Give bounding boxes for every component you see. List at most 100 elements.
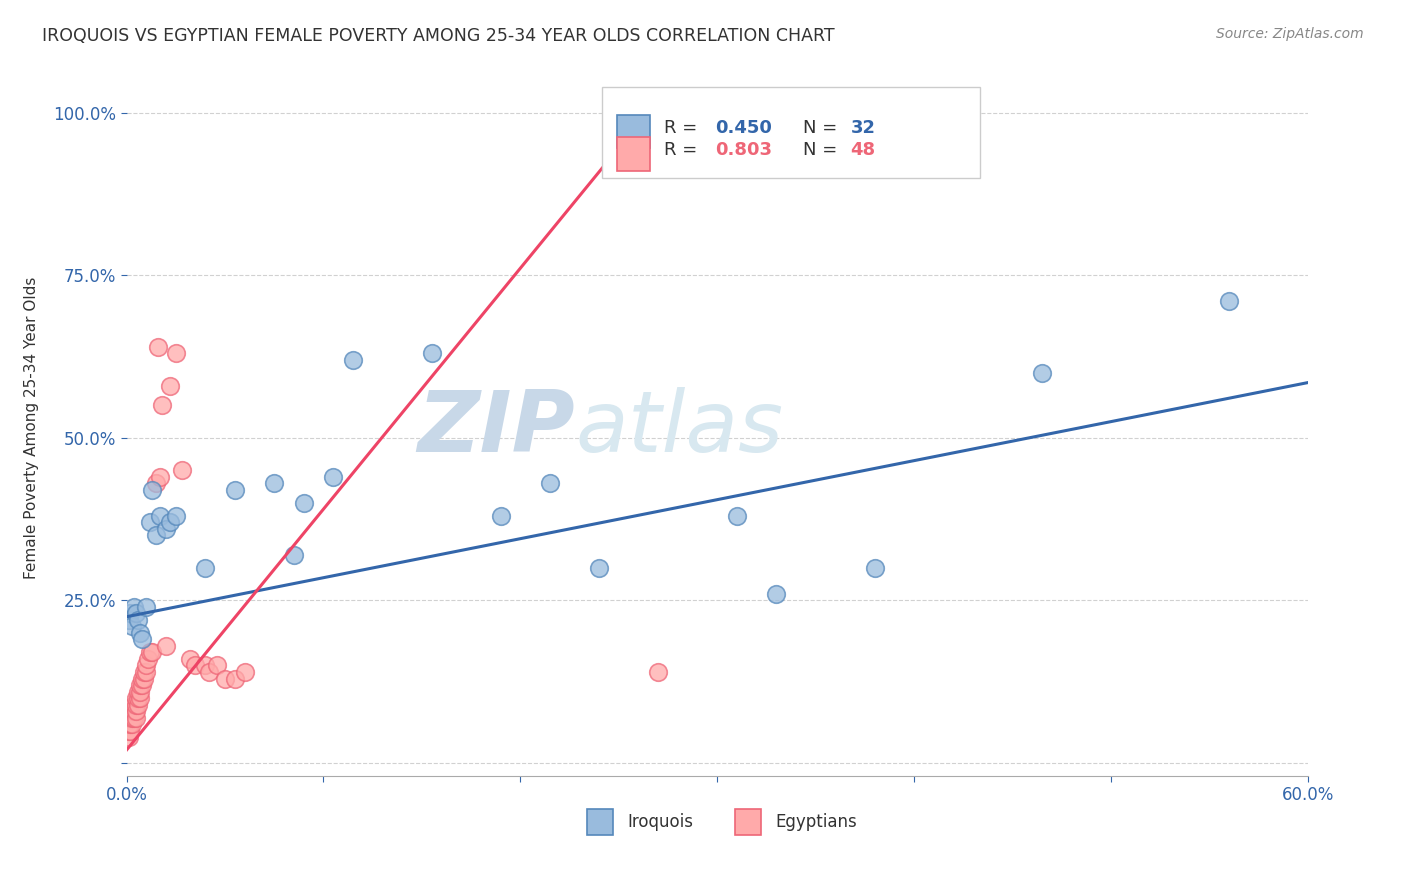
Text: N =: N = xyxy=(803,141,844,159)
Point xyxy=(127,698,149,712)
Point xyxy=(121,619,143,633)
Point xyxy=(170,463,193,477)
Point xyxy=(125,698,148,712)
Text: 48: 48 xyxy=(851,141,876,159)
Point xyxy=(117,613,139,627)
Point xyxy=(198,665,221,679)
Point xyxy=(121,704,143,718)
Point xyxy=(263,476,285,491)
Point xyxy=(120,723,142,738)
Point xyxy=(117,730,139,744)
Point xyxy=(120,710,142,724)
Point xyxy=(139,645,162,659)
Point xyxy=(179,652,201,666)
Point xyxy=(145,528,167,542)
Bar xyxy=(588,809,613,835)
Point xyxy=(124,698,146,712)
Point xyxy=(134,665,156,679)
Point xyxy=(146,340,169,354)
Text: 0.803: 0.803 xyxy=(714,141,772,159)
Point xyxy=(131,672,153,686)
Point xyxy=(184,658,207,673)
Text: atlas: atlas xyxy=(575,386,783,470)
Point xyxy=(322,470,344,484)
Point xyxy=(135,599,157,614)
Point xyxy=(194,561,217,575)
Point xyxy=(155,639,177,653)
Point xyxy=(129,691,152,706)
Point xyxy=(149,470,172,484)
Point xyxy=(588,561,610,575)
Point xyxy=(224,483,246,497)
Point xyxy=(117,717,139,731)
Point xyxy=(1218,294,1240,309)
Point xyxy=(117,723,139,738)
Point xyxy=(292,496,315,510)
Text: 0.450: 0.450 xyxy=(714,119,772,136)
Point xyxy=(127,613,149,627)
Point xyxy=(120,717,142,731)
Point xyxy=(155,522,177,536)
Point xyxy=(131,678,153,692)
Point xyxy=(139,516,162,530)
Point xyxy=(125,704,148,718)
Point xyxy=(125,691,148,706)
Point xyxy=(120,607,142,621)
Text: R =: R = xyxy=(664,141,703,159)
Point xyxy=(194,658,217,673)
Point xyxy=(141,645,163,659)
Point xyxy=(141,483,163,497)
Text: N =: N = xyxy=(803,119,844,136)
Point xyxy=(159,379,181,393)
Point xyxy=(150,398,173,412)
Point xyxy=(647,665,669,679)
Point xyxy=(131,632,153,647)
Point xyxy=(214,672,236,686)
Point xyxy=(124,710,146,724)
Point xyxy=(125,607,148,621)
Bar xyxy=(735,809,761,835)
Point xyxy=(135,665,157,679)
Bar xyxy=(617,115,650,148)
Text: Source: ZipAtlas.com: Source: ZipAtlas.com xyxy=(1216,27,1364,41)
Point xyxy=(129,626,152,640)
Point xyxy=(159,516,181,530)
Point xyxy=(233,665,256,679)
Point xyxy=(129,678,152,692)
Text: 32: 32 xyxy=(851,119,876,136)
Text: R =: R = xyxy=(664,119,703,136)
Point xyxy=(765,587,787,601)
Point xyxy=(165,508,187,523)
Point xyxy=(149,508,172,523)
Point xyxy=(489,508,512,523)
Point xyxy=(863,561,886,575)
Point xyxy=(124,599,146,614)
Point xyxy=(205,658,228,673)
Point xyxy=(165,346,187,360)
Point xyxy=(342,352,364,367)
Text: Egyptians: Egyptians xyxy=(775,813,856,831)
Point xyxy=(127,684,149,698)
Point xyxy=(121,717,143,731)
Point xyxy=(127,691,149,706)
Point xyxy=(129,684,152,698)
Point xyxy=(125,710,148,724)
Text: Iroquois: Iroquois xyxy=(627,813,693,831)
Point xyxy=(124,704,146,718)
Y-axis label: Female Poverty Among 25-34 Year Olds: Female Poverty Among 25-34 Year Olds xyxy=(24,277,39,579)
Point xyxy=(538,476,561,491)
Point xyxy=(224,672,246,686)
Point xyxy=(725,508,748,523)
Point xyxy=(145,476,167,491)
Point xyxy=(134,672,156,686)
Point xyxy=(283,548,305,562)
Point xyxy=(121,710,143,724)
Text: ZIP: ZIP xyxy=(418,386,575,470)
Text: IROQUOIS VS EGYPTIAN FEMALE POVERTY AMONG 25-34 YEAR OLDS CORRELATION CHART: IROQUOIS VS EGYPTIAN FEMALE POVERTY AMON… xyxy=(42,27,835,45)
Point xyxy=(136,652,159,666)
Point xyxy=(420,346,443,360)
Bar xyxy=(617,137,650,170)
Point xyxy=(135,658,157,673)
Point xyxy=(1031,366,1053,380)
FancyBboxPatch shape xyxy=(603,87,980,178)
